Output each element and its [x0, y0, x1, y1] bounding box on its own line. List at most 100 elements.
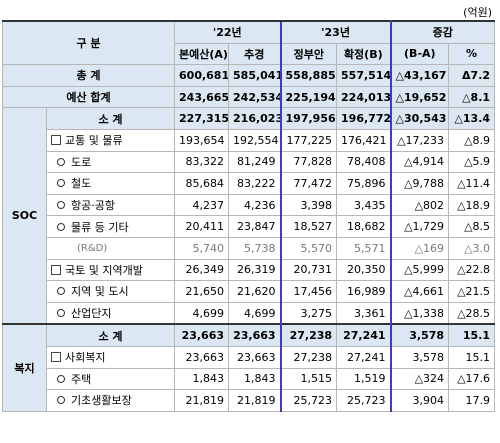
header-category: 구 분 — [1, 20, 176, 66]
section-label-welfare: 복지 — [2, 323, 47, 412]
cell: 4,236 — [228, 193, 282, 217]
header-change: 증감 — [390, 19, 496, 44]
cell: 193,654 — [174, 128, 230, 152]
header-col-final: 확정(B) — [336, 42, 392, 66]
cell: △1,729 — [390, 215, 450, 238]
header-col-diff: (B-A) — [390, 42, 450, 66]
cell: 77,472 — [279, 172, 338, 195]
cell: 75,896 — [336, 172, 392, 195]
row-label: 철도 — [45, 172, 176, 195]
cell: 27,238 — [279, 345, 338, 369]
cell: 196,772 — [336, 107, 392, 130]
cell: 18,682 — [336, 215, 392, 238]
table-row-budget-sum: 예산 합계 243,665 242,534 225,194 224,013 △1… — [1, 85, 496, 109]
table-row: 기초생활보장 21,819 21,819 25,723 25,723 3,904… — [3, 389, 496, 412]
cell: 21,620 — [228, 280, 282, 303]
cell: 176,421 — [336, 128, 392, 152]
cell: △8.1 — [448, 85, 496, 109]
cell: 3,275 — [279, 301, 338, 325]
row-label: 소 계 — [45, 107, 176, 130]
cell: 197,956 — [279, 107, 338, 130]
cell: 77,828 — [279, 150, 338, 174]
cell: 27,238 — [279, 323, 338, 347]
table-row: 항공·공항 4,237 4,236 3,398 3,435 △802 △18.9 — [3, 193, 496, 217]
cell: △9,788 — [390, 172, 450, 195]
cell: △19,652 — [390, 85, 450, 109]
header-row-2: 본예산(A) 추경 정부안 확정(B) (B-A) % — [3, 42, 496, 66]
row-label: 지역 및 도시 — [45, 280, 176, 303]
cell: △8.5 — [448, 215, 496, 238]
cell: △324 — [390, 367, 450, 391]
cell: 3,398 — [279, 193, 338, 217]
table-row: 물류 등 기타 20,411 23,847 18,527 18,682 △1,7… — [3, 215, 496, 238]
cell: 1,843 — [228, 367, 282, 391]
bullet-icon — [57, 396, 65, 405]
table-row-soc-subtotal: SOC 소 계 227,315 216,023 197,956 196,772 … — [2, 107, 496, 325]
cell: 23,847 — [228, 215, 282, 238]
cell: △13.4 — [448, 107, 496, 130]
cell: 5,740 — [174, 236, 230, 260]
cell: 4,699 — [174, 301, 230, 325]
table-row: 산업단지 4,699 4,699 3,275 3,361 △1,338 △28.… — [3, 301, 496, 325]
cell: 243,665 — [174, 85, 230, 109]
table-row-total: 총 계 600,681 585,041 558,885 557,514 △43,… — [1, 64, 496, 87]
cell: 4,699 — [228, 301, 282, 325]
row-label: 물류 등 기타 — [45, 215, 176, 238]
cell: 15.1 — [448, 345, 496, 369]
table-row: 주택 1,843 1,843 1,515 1,519 △324 △17.6 — [3, 367, 496, 391]
cell: 20,411 — [174, 215, 230, 238]
cell: △1,338 — [390, 301, 450, 325]
cell: 23,663 — [228, 323, 282, 347]
header-col-pct: % — [448, 42, 496, 66]
row-label: 항공·공항 — [45, 193, 176, 217]
cell: △22.8 — [448, 258, 496, 282]
cell: 23,663 — [174, 345, 230, 369]
cell: 1,843 — [174, 367, 230, 391]
header-col-original: 본예산(A) — [174, 42, 230, 66]
cell: 3,361 — [336, 301, 392, 325]
header-row-1: 구 분 '22년 '23년 증감 — [1, 19, 496, 66]
cell: 227,315 — [174, 107, 230, 130]
header-year23: '23년 — [279, 19, 392, 44]
cell: △17.6 — [448, 367, 496, 391]
cell: 20,350 — [336, 258, 392, 282]
cell: 3,578 — [390, 345, 450, 369]
row-label: 도로 — [45, 150, 176, 174]
cell: 26,349 — [174, 258, 230, 282]
row-label: 주택 — [45, 367, 176, 391]
cell: △21.5 — [448, 280, 496, 303]
table-row: 도로 83,322 81,249 77,828 78,408 △4,914 △5… — [3, 150, 496, 174]
table-row: 철도 85,684 83,222 77,472 75,896 △9,788 △1… — [3, 172, 496, 195]
cell: △8.9 — [448, 128, 496, 152]
cell: 192,554 — [228, 128, 282, 152]
bullet-icon — [57, 201, 65, 210]
bullet-icon — [57, 309, 65, 318]
cell: 216,023 — [228, 107, 282, 130]
cell: 5,571 — [336, 236, 392, 260]
header-col-gov: 정부안 — [279, 42, 338, 66]
budget-table: 구 분 '22년 '23년 증감 본예산(A) 추경 정부안 확정(B) (B-… — [1, 19, 496, 412]
row-label: 교통 및 물류 — [45, 128, 176, 152]
cell: △5.9 — [448, 150, 496, 174]
cell: 15.1 — [448, 323, 496, 347]
cell: 83,322 — [174, 150, 230, 174]
bullet-icon — [57, 287, 65, 296]
cell: 3,904 — [390, 389, 450, 412]
cell: 3,578 — [390, 323, 450, 347]
cell: 242,534 — [228, 85, 282, 109]
row-label: 국토 및 지역개발 — [45, 258, 176, 282]
cell: 83,222 — [228, 172, 282, 195]
cell: 25,723 — [279, 389, 338, 412]
table-row: 지역 및 도시 21,650 21,620 17,456 16,989 △4,6… — [3, 280, 496, 303]
cell: 20,731 — [279, 258, 338, 282]
cell: 600,681 — [174, 64, 230, 87]
cell: Δ7.2 — [448, 64, 496, 87]
cell: 27,241 — [336, 345, 392, 369]
header-col-supplementary: 추경 — [228, 42, 282, 66]
row-label: 사회복지 — [45, 345, 176, 369]
table-row: 교통 및 물류 193,654 192,554 177,225 176,421 … — [3, 128, 496, 152]
row-label: 총 계 — [1, 64, 176, 87]
table-row: 사회복지 23,663 23,663 27,238 27,241 3,578 1… — [3, 345, 496, 369]
cell: △43,167 — [390, 64, 450, 87]
cell: 224,013 — [336, 85, 392, 109]
